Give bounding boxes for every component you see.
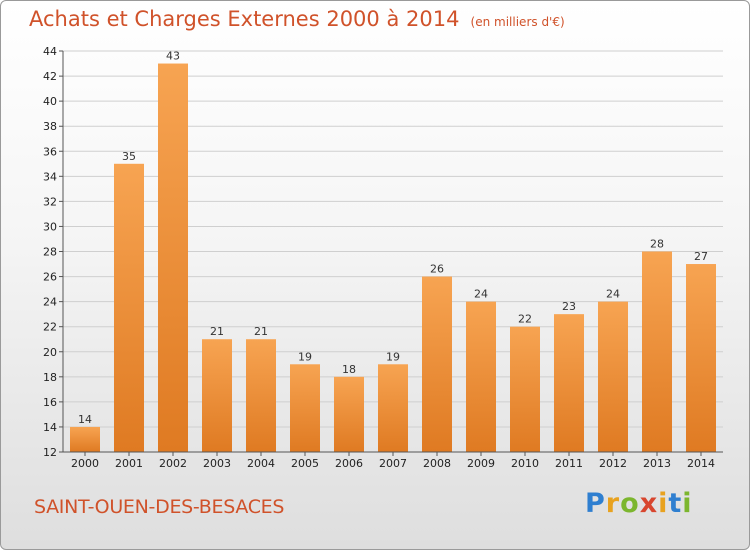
data-label: 21	[254, 325, 268, 338]
data-label: 14	[78, 413, 92, 426]
x-tick-label: 2006	[335, 457, 363, 470]
data-label: 19	[298, 350, 312, 363]
proxiti-logo[interactable]: Proxiti	[585, 488, 693, 519]
bar	[598, 301, 628, 452]
bar	[466, 301, 496, 452]
x-tick-label: 2008	[423, 457, 451, 470]
y-tick-label: 42	[43, 70, 57, 83]
x-tick-label: 2013	[643, 457, 671, 470]
y-tick-label: 36	[43, 145, 57, 158]
data-label: 26	[430, 263, 444, 276]
data-label: 23	[562, 300, 576, 313]
logo-letter: o	[620, 488, 640, 519]
data-label: 22	[518, 313, 532, 326]
y-tick-label: 20	[43, 346, 57, 359]
data-label: 35	[122, 150, 136, 163]
y-tick-label: 12	[43, 446, 57, 459]
data-label: 27	[694, 250, 708, 263]
bar	[114, 163, 144, 452]
bar	[422, 276, 452, 452]
y-tick-label: 24	[43, 296, 57, 309]
x-tick-label: 2007	[379, 457, 407, 470]
x-tick-label: 2000	[71, 457, 99, 470]
bar	[246, 339, 276, 452]
y-tick-label: 38	[43, 120, 57, 133]
x-tick-label: 2009	[467, 457, 495, 470]
y-tick-label: 40	[43, 95, 57, 108]
x-tick-label: 2014	[687, 457, 715, 470]
x-axis: 2000 2001 2002 2003 2004 2005 2006 2007 2008 2009…	[63, 451, 723, 470]
data-label: 24	[606, 288, 620, 301]
bar	[290, 364, 320, 452]
bar	[686, 264, 716, 452]
data-label: 24	[474, 288, 488, 301]
bar	[70, 426, 100, 452]
x-tick-label: 2002	[159, 457, 187, 470]
y-tick-label: 32	[43, 195, 57, 208]
y-tick-label: 44	[43, 45, 57, 58]
y-tick-label: 22	[43, 321, 57, 334]
x-tick-label: 2010	[511, 457, 539, 470]
x-tick-label: 2011	[555, 457, 583, 470]
y-tick-label: 26	[43, 271, 57, 284]
logo-letter: r	[605, 488, 621, 519]
city-name: SAINT-OUEN-DES-BESACES	[34, 496, 285, 518]
logo-letter: i	[658, 488, 669, 519]
data-label: 28	[650, 238, 664, 251]
chart-subtitle: (en milliers d'€)	[470, 15, 565, 29]
logo-letter: x	[639, 488, 659, 519]
x-tick-label: 2003	[203, 457, 231, 470]
y-tick-label: 14	[43, 421, 57, 434]
data-label: 19	[386, 350, 400, 363]
data-label: 21	[210, 325, 224, 338]
chart-title-text: Achats et Charges Externes 2000 à 2014	[29, 7, 460, 31]
y-tick-label: 28	[43, 246, 57, 259]
data-label: 43	[166, 50, 180, 63]
logo-letter: t	[668, 488, 683, 519]
x-tick-label: 2001	[115, 457, 143, 470]
bar	[334, 376, 364, 452]
x-tick-label: 2005	[291, 457, 319, 470]
bar	[378, 364, 408, 452]
bar	[158, 63, 188, 452]
bar	[510, 326, 540, 452]
y-tick-label: 30	[43, 220, 57, 233]
y-tick-label: 16	[43, 396, 57, 409]
logo-letter: P	[585, 488, 606, 519]
bar	[554, 314, 584, 452]
data-label: 18	[342, 363, 356, 376]
bar	[202, 339, 232, 452]
y-tick-label: 34	[43, 170, 57, 183]
bar	[642, 251, 672, 452]
logo-letter: i	[682, 488, 693, 519]
x-tick-label: 2012	[599, 457, 627, 470]
chart-title: Achats et Charges Externes 2000 à 2014 (…	[29, 7, 565, 31]
y-tick-label: 18	[43, 371, 57, 384]
x-tick-label: 2004	[247, 457, 275, 470]
y-axis: 12 14 16 18 20 22 24 26 28 30 32 34 36 38 40 42 44	[43, 45, 64, 459]
bars: 14 35 43 21 21 19 18 19 26 24 22 23 24 28 27	[70, 50, 716, 452]
